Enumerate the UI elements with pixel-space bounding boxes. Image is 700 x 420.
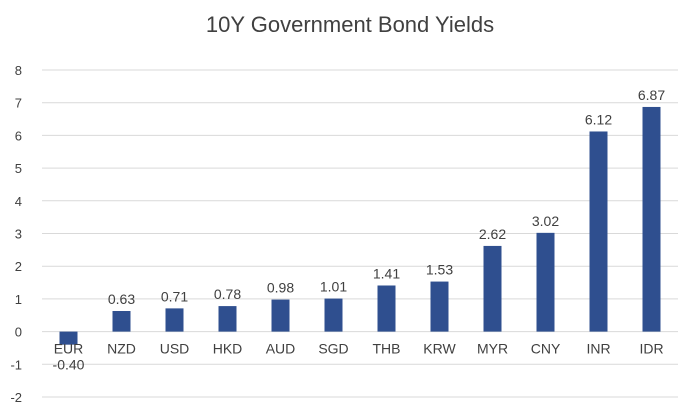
category-label: USD (160, 341, 190, 357)
data-label: 0.71 (161, 288, 188, 304)
chart-title: 10Y Government Bond Yields (205, 12, 495, 37)
y-tick-label: -1 (10, 357, 22, 372)
y-tick-label: -2 (10, 390, 22, 405)
category-label: MYR (477, 341, 508, 357)
category-label: NZD (107, 341, 136, 357)
bar-idr (642, 106, 661, 332)
bar-hkd (218, 306, 237, 332)
y-tick-label: 2 (15, 259, 22, 274)
y-tick-label: 4 (15, 194, 22, 209)
data-label: 1.01 (320, 279, 347, 295)
bar-usd (165, 308, 184, 332)
bar-thb (377, 285, 396, 332)
data-label: -0.40 (53, 357, 85, 373)
bar-eur (59, 331, 78, 345)
bar-aud (271, 299, 290, 332)
y-tick-label: 0 (15, 325, 22, 340)
category-label: INR (586, 341, 610, 357)
data-label: 0.63 (108, 291, 135, 307)
y-tick-label: 5 (15, 161, 22, 176)
bar-sgd (324, 298, 343, 332)
bar-krw (430, 281, 449, 332)
y-tick-label: 3 (15, 227, 22, 242)
data-label: 6.12 (585, 111, 612, 127)
y-tick-label: 7 (15, 96, 22, 111)
category-label: IDR (639, 341, 663, 357)
data-label: 6.87 (638, 87, 665, 103)
category-label: HKD (213, 341, 243, 357)
data-label: 0.78 (214, 286, 241, 302)
data-label: 2.62 (479, 226, 506, 242)
y-tick-label: 1 (15, 292, 22, 307)
y-tick-label: 6 (15, 128, 22, 143)
bar-nzd (112, 310, 131, 332)
category-label: THB (373, 341, 401, 357)
data-label: 0.98 (267, 280, 294, 296)
category-label: EUR (54, 341, 84, 357)
bar-cny (536, 232, 555, 332)
data-label: 1.53 (426, 262, 453, 278)
data-label: 1.41 (373, 265, 400, 281)
data-label: 3.02 (532, 213, 559, 229)
category-label: CNY (531, 341, 561, 357)
category-label: KRW (423, 341, 456, 357)
category-label: AUD (266, 341, 296, 357)
bar-myr (483, 245, 502, 332)
category-label: SGD (318, 341, 348, 357)
bar-inr (589, 131, 608, 332)
y-tick-label: 8 (15, 63, 22, 78)
